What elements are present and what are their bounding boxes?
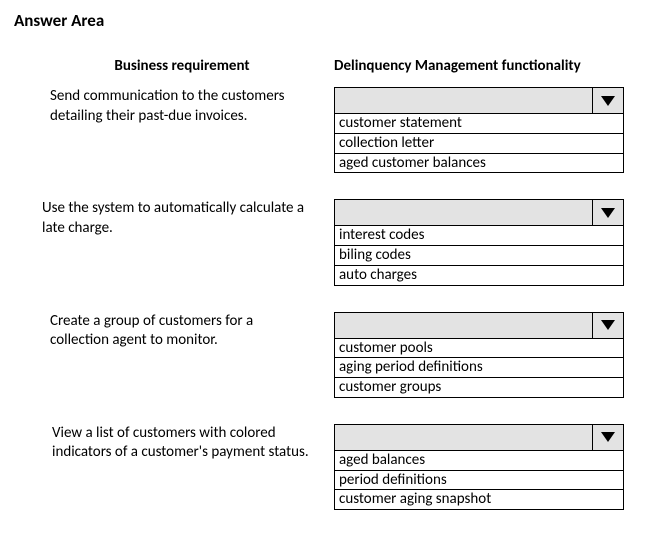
dropdown-selected <box>335 425 593 450</box>
question-row: Use the system to automatically calculat… <box>14 199 644 285</box>
dropdown-option[interactable]: aged balances <box>335 451 623 471</box>
chevron-down-icon[interactable] <box>593 88 623 113</box>
dropdown: customer statement collection letter age… <box>334 87 624 173</box>
dropdown-option[interactable]: customer statement <box>335 114 623 134</box>
dropdown-options: customer statement collection letter age… <box>335 114 623 172</box>
dropdown-option[interactable]: customer aging snapshot <box>335 490 623 509</box>
dropdown-header[interactable] <box>335 313 623 339</box>
question-row: Create a group of customers for a collec… <box>14 312 644 398</box>
dropdown-option[interactable]: period definitions <box>335 471 623 491</box>
column-headers: Business requirement Delinquency Managem… <box>14 57 644 75</box>
chevron-down-icon[interactable] <box>593 313 623 338</box>
dropdown-option[interactable]: customer groups <box>335 378 623 397</box>
dropdown-option[interactable]: biling codes <box>335 246 623 266</box>
dropdown-option[interactable]: customer pools <box>335 339 623 359</box>
dropdown-option[interactable]: auto charges <box>335 266 623 285</box>
dropdown-options: customer pools aging period definitions … <box>335 339 623 397</box>
dropdown-selected <box>335 313 593 338</box>
dropdown-option[interactable]: interest codes <box>335 226 623 246</box>
requirement-text: Send communication to the customers deta… <box>50 87 314 126</box>
requirement-text: View a list of customers with colored in… <box>52 424 314 463</box>
dropdown-header[interactable] <box>335 200 623 226</box>
question-row: Send communication to the customers deta… <box>14 87 644 173</box>
dropdown-header[interactable] <box>335 88 623 114</box>
functionality-header: Delinquency Management functionality <box>334 57 624 75</box>
dropdown-header[interactable] <box>335 425 623 451</box>
dropdown-options: interest codes biling codes auto charges <box>335 226 623 284</box>
dropdown-selected <box>335 200 593 225</box>
business-requirement-header: Business requirement <box>50 57 314 75</box>
question-row: View a list of customers with colored in… <box>14 424 644 510</box>
dropdown-option[interactable]: aged customer balances <box>335 154 623 173</box>
chevron-down-icon[interactable] <box>593 425 623 450</box>
dropdown: interest codes biling codes auto charges <box>334 199 624 285</box>
dropdown-option[interactable]: aging period definitions <box>335 358 623 378</box>
requirement-text: Use the system to automatically calculat… <box>42 199 314 238</box>
dropdown-option[interactable]: collection letter <box>335 134 623 154</box>
requirement-text: Create a group of customers for a collec… <box>50 312 314 351</box>
dropdown-options: aged balances period definitions custome… <box>335 451 623 509</box>
dropdown-selected <box>335 88 593 113</box>
dropdown: customer pools aging period definitions … <box>334 312 624 398</box>
chevron-down-icon[interactable] <box>593 200 623 225</box>
dropdown: aged balances period definitions custome… <box>334 424 624 510</box>
answer-area-title: Answer Area <box>14 10 644 31</box>
